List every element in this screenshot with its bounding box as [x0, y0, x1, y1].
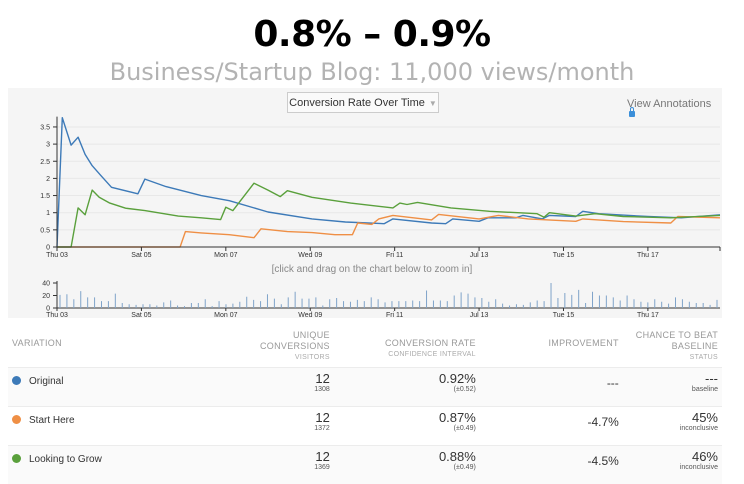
- variation-name: Looking to Grow: [29, 454, 102, 465]
- mini-x-tick-label: Sat 05: [131, 312, 151, 319]
- variation-name: Original: [29, 376, 63, 387]
- mini-x-tick-label: Tue 15: [553, 312, 575, 319]
- header-improvement: IMPROVEMENT: [480, 324, 623, 368]
- header-variation: VARIATION: [8, 324, 256, 368]
- variation-name: Start Here: [29, 415, 75, 426]
- variation-color-dot: [12, 454, 21, 463]
- chance-cell: 46%inconclusive: [623, 446, 722, 484]
- zoom-hint: [click and drag on the chart below to zo…: [0, 264, 744, 275]
- x-tick-label: Mon 07: [214, 252, 237, 259]
- rate-cell: 0.92%(±0.52): [334, 368, 480, 407]
- mini-y-tick-label: 20: [42, 293, 50, 300]
- improvement-cell: -4.7%: [480, 407, 623, 446]
- improvement-cell: -4.5%: [480, 446, 623, 484]
- x-tick-label: Fri 11: [386, 252, 403, 259]
- y-tick-label: 2.5: [40, 159, 50, 166]
- y-tick-label: 3.5: [40, 124, 50, 131]
- variation-cell[interactable]: Looking to Grow: [8, 446, 256, 484]
- mini-x-tick-label: Thu 17: [637, 312, 659, 319]
- series-line-start-here: [57, 214, 720, 247]
- variation-cell[interactable]: Start Here: [8, 407, 256, 446]
- chance-cell: 45%inconclusive: [623, 407, 722, 446]
- variation-cell[interactable]: Original: [8, 368, 256, 407]
- series-line-original: [57, 118, 720, 247]
- x-tick-label: Jul 13: [470, 252, 489, 259]
- x-tick-label: Tue 15: [553, 252, 575, 259]
- improvement-cell: ---: [480, 368, 623, 407]
- chance-cell: ---baseline: [623, 368, 722, 407]
- y-tick-label: 1: [46, 210, 50, 217]
- rate-cell: 0.87%(±0.49): [334, 407, 480, 446]
- mini-x-tick-label: Jul 13: [470, 312, 489, 319]
- mini-x-tick-label: Wed 09: [298, 312, 322, 319]
- mini-x-tick-label: Mon 07: [214, 312, 237, 319]
- mini-x-tick-label: Fri 11: [386, 312, 403, 319]
- x-tick-label: Sat 05: [131, 252, 151, 259]
- rate-cell: 0.88%(±0.49): [334, 446, 480, 484]
- x-tick-label: Wed 09: [298, 252, 322, 259]
- variation-color-dot: [12, 376, 21, 385]
- mini-y-tick-label: 40: [42, 281, 50, 288]
- y-tick-label: 1.5: [40, 193, 50, 200]
- variation-color-dot: [12, 415, 21, 424]
- y-tick-label: 0: [46, 245, 50, 252]
- conversion-rate-chart[interactable]: 0 0.5 1 1.5 2 2.5 3 3.5 Thu 03 Sat 05 Mon 07 Wed 09…: [0, 0, 744, 330]
- y-tick-label: 2: [46, 176, 50, 183]
- x-tick-label: Thu 03: [46, 252, 68, 259]
- y-tick-label: 3: [46, 142, 50, 149]
- x-tick-label: Thu 17: [637, 252, 659, 259]
- y-tick-label: 0.5: [40, 227, 50, 234]
- mini-x-tick-label: Thu 03: [46, 312, 68, 319]
